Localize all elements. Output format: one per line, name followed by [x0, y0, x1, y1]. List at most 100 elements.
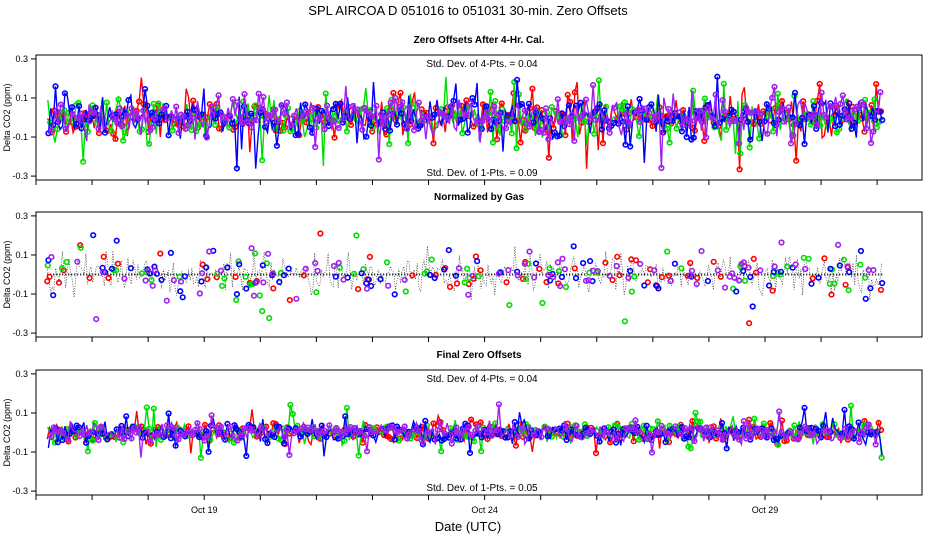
data-point [366, 253, 374, 260]
panel-2: Normalized by Gas -0.3 -0.1 0.1 0.3 Delta CO2… [2, 192, 923, 342]
data-point [461, 279, 468, 286]
data-point [686, 272, 693, 279]
annotation-std-dev-1pts: Std. Dev. of 1-Pts. = 0.05 [426, 483, 538, 494]
data-point [169, 127, 176, 134]
data-point [113, 237, 120, 244]
data-point [873, 80, 880, 88]
data-point [366, 108, 373, 115]
x-axis-label: Date (UTC) [435, 519, 501, 534]
data-point [787, 428, 795, 435]
data-point [818, 89, 825, 96]
data-point [158, 111, 165, 118]
data-point [215, 92, 222, 99]
data-point [850, 119, 858, 126]
panel-1: Zero Offsets After 4-Hr. Cal. -0.3 -0.1 0.1… [2, 35, 923, 185]
data-point [531, 274, 538, 281]
data-point [838, 112, 846, 119]
panel-title: Zero Offsets After 4-Hr. Cal. [414, 35, 545, 46]
data-point [478, 448, 485, 455]
data-point [465, 424, 472, 431]
data-point [283, 99, 291, 106]
data-point [248, 124, 255, 131]
data-point [643, 422, 650, 429]
data-point [860, 101, 868, 108]
data-point [627, 143, 634, 150]
data-point [95, 437, 102, 444]
data-point [865, 421, 872, 428]
data-point [731, 432, 738, 439]
data-point [326, 422, 333, 429]
data-point [157, 250, 164, 257]
data-point [393, 121, 401, 128]
data-point [616, 272, 623, 279]
data-point [636, 95, 643, 103]
data-point [579, 260, 587, 267]
data-point [719, 436, 726, 444]
data-point [512, 442, 520, 449]
data-point [609, 276, 616, 284]
data-point [255, 432, 262, 439]
data-point [352, 425, 359, 432]
plot-frame [35, 54, 923, 181]
data-point [701, 95, 709, 102]
data-point [444, 114, 451, 121]
data-point [143, 404, 150, 411]
data-point [48, 254, 55, 261]
data-point [791, 422, 798, 429]
data-point [149, 109, 156, 116]
data-point [467, 431, 474, 438]
data-point [489, 139, 497, 146]
data-point [530, 119, 537, 126]
data-point [342, 413, 349, 420]
data-point [841, 108, 849, 116]
data-point [875, 419, 882, 427]
data-point [428, 256, 435, 263]
data-point [873, 124, 881, 131]
data-point [189, 432, 196, 439]
data-point [764, 130, 771, 137]
data-point [628, 288, 636, 295]
data-point [48, 127, 55, 134]
data-point [767, 420, 774, 427]
data-point [196, 426, 203, 433]
panel-3: Final Zero Offsets -0.3 -0.1 0.1 0.3 Delta CO… [2, 350, 923, 515]
data-point [260, 279, 267, 286]
data-point [813, 121, 821, 128]
data-point [196, 434, 203, 441]
data-point [559, 118, 566, 125]
data-point [506, 302, 513, 309]
data-point [330, 262, 338, 270]
series-line-purple [48, 85, 882, 169]
data-point [474, 423, 481, 430]
data-point [323, 433, 330, 441]
data-point [227, 113, 234, 120]
data-point [870, 128, 877, 135]
data-point [556, 282, 564, 290]
data-point [302, 108, 309, 115]
data-point [651, 267, 658, 274]
data-point [323, 102, 331, 109]
data-point [571, 89, 578, 96]
data-point [394, 429, 401, 436]
data-point [146, 140, 153, 147]
data-point [289, 410, 296, 418]
data-point [827, 265, 834, 272]
data-point [770, 268, 777, 276]
data-point [390, 89, 397, 97]
data-point [149, 282, 156, 289]
data-point [173, 103, 180, 110]
data-point [749, 303, 756, 310]
data-point [735, 140, 743, 147]
data-point [44, 278, 51, 285]
data-point [423, 268, 431, 275]
data-point [736, 166, 743, 173]
data-point [266, 315, 273, 322]
data-point [302, 265, 309, 272]
data-point [462, 111, 470, 118]
data-point [309, 104, 316, 112]
data-point [464, 129, 471, 136]
data-point [641, 105, 649, 112]
data-point [664, 125, 671, 132]
data-point [89, 437, 96, 444]
panel-title: Final Zero Offsets [436, 350, 521, 361]
